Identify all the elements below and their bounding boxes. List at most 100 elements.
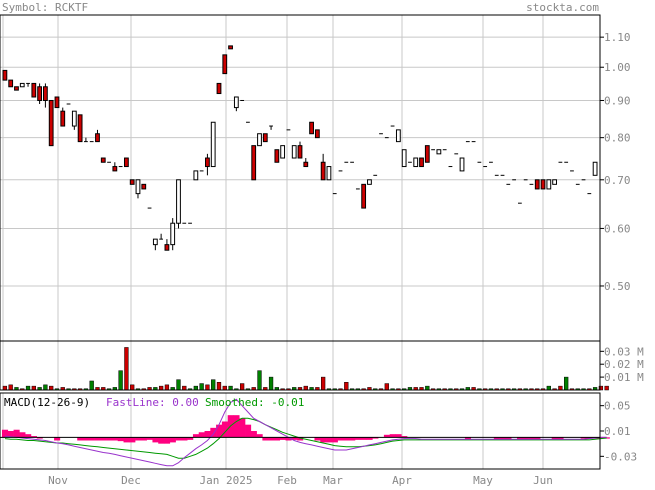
x-tick-label: Jan 2025 bbox=[200, 474, 253, 486]
macd-histogram-bar bbox=[603, 437, 610, 439]
volume-bar bbox=[222, 385, 227, 391]
macd-histogram-bar bbox=[551, 437, 558, 440]
candle bbox=[176, 179, 181, 229]
candle bbox=[269, 125, 273, 130]
candle bbox=[19, 82, 25, 88]
macd-histogram-bar bbox=[499, 437, 506, 440]
symbol-label: Symbol: RCKTF bbox=[2, 1, 88, 14]
candle-body bbox=[37, 86, 43, 101]
candle bbox=[14, 86, 19, 91]
volume-bar bbox=[2, 385, 8, 391]
volume-bar bbox=[31, 385, 36, 391]
volume-bar bbox=[118, 370, 123, 391]
volume-bar bbox=[130, 384, 135, 391]
candle bbox=[84, 137, 88, 143]
candle bbox=[124, 157, 129, 168]
macd-histogram-bar bbox=[198, 432, 205, 438]
macd-histogram-bar bbox=[279, 437, 286, 440]
volume-tick-label: 0.02 M bbox=[604, 358, 644, 371]
volume-bar bbox=[344, 382, 349, 391]
candle-body bbox=[193, 170, 199, 181]
macd-histogram-bar bbox=[320, 437, 327, 443]
macd-histogram-bar bbox=[94, 437, 101, 441]
candle bbox=[26, 82, 30, 87]
volume-bar bbox=[176, 379, 181, 391]
macd-histogram-bar bbox=[54, 437, 61, 441]
candle-body bbox=[424, 145, 430, 163]
macd-histogram-bar bbox=[192, 434, 200, 438]
macd-histogram-bar bbox=[77, 437, 84, 441]
candle bbox=[395, 129, 401, 143]
candle bbox=[309, 121, 314, 135]
macd-fast-line bbox=[4, 398, 607, 467]
volume-bar bbox=[49, 385, 54, 391]
candle bbox=[436, 149, 442, 155]
volume-bar bbox=[228, 385, 233, 391]
candle bbox=[141, 183, 147, 190]
candle bbox=[314, 129, 320, 139]
volume-tick-label: 0.03 M bbox=[604, 345, 644, 358]
candle-body bbox=[436, 149, 442, 155]
candle-body bbox=[170, 222, 176, 246]
macd-histogram-bar bbox=[331, 437, 338, 443]
volume-bar bbox=[199, 383, 204, 391]
macd-histogram-bar bbox=[250, 431, 257, 438]
candle-body bbox=[135, 179, 141, 195]
volume-bar bbox=[558, 385, 563, 391]
candle bbox=[228, 45, 233, 50]
macd-histogram-bar bbox=[516, 437, 524, 440]
macd-histogram-bar bbox=[19, 432, 26, 438]
macd-histogram-bar bbox=[129, 437, 136, 443]
macd-histogram-bar bbox=[169, 437, 176, 443]
candle bbox=[540, 179, 546, 190]
macd-histogram-bar bbox=[395, 434, 402, 438]
candle-body bbox=[274, 149, 280, 163]
candle bbox=[210, 121, 216, 168]
volume-bar bbox=[25, 385, 31, 391]
x-tick-label: Jun bbox=[533, 474, 553, 486]
macd-histogram-bar bbox=[389, 434, 396, 438]
candle bbox=[262, 133, 268, 143]
macd-histogram-bar bbox=[135, 437, 142, 441]
macd-panel-border bbox=[0, 392, 601, 470]
candle-body bbox=[314, 129, 320, 139]
price-grid: 1.10 1.00 0.90 0.80 0.70 0.60 0.50 bbox=[0, 15, 631, 341]
macd-histogram-bar bbox=[522, 437, 529, 440]
candle bbox=[205, 153, 210, 176]
macd-histogram-bar bbox=[221, 421, 228, 438]
macd-histogram-bar bbox=[580, 437, 587, 439]
macd-histogram-bar bbox=[117, 437, 124, 442]
macd-histogram-bar bbox=[256, 434, 263, 438]
macd-histogram-bar bbox=[106, 437, 113, 441]
macd-title: MACD(12-26-9) bbox=[4, 396, 90, 409]
volume-bar bbox=[205, 384, 210, 391]
volume-bars bbox=[2, 347, 609, 391]
candle bbox=[592, 161, 598, 176]
candle bbox=[37, 83, 43, 105]
x-tick-label: Apr bbox=[392, 474, 412, 486]
macd-histogram-bar bbox=[268, 437, 275, 441]
candle bbox=[251, 145, 257, 181]
macd-histogram-bar bbox=[13, 429, 20, 438]
volume-bar bbox=[268, 376, 274, 391]
site-label: stockta.com bbox=[526, 1, 599, 14]
candle bbox=[129, 179, 135, 185]
candle-body bbox=[77, 114, 83, 143]
macd-histogram-bar bbox=[7, 431, 14, 438]
macd-histogram-bar bbox=[285, 437, 292, 441]
volume-bar bbox=[124, 347, 129, 391]
candle bbox=[459, 157, 465, 172]
candle-body bbox=[48, 99, 54, 147]
price-tick-label: 0.70 bbox=[604, 174, 631, 187]
price-tick-label: 1.00 bbox=[604, 61, 631, 74]
macd-histogram-bar bbox=[204, 431, 211, 438]
candle-body bbox=[297, 145, 303, 159]
macd-histogram-bar bbox=[337, 437, 344, 441]
candle-body bbox=[31, 82, 37, 98]
macd-histogram-bar bbox=[1, 429, 9, 438]
macd-histogram-bar bbox=[140, 437, 147, 441]
volume-bar bbox=[425, 385, 430, 391]
candle bbox=[320, 153, 326, 181]
candle bbox=[135, 179, 141, 199]
macd-histogram-bar bbox=[349, 437, 356, 441]
